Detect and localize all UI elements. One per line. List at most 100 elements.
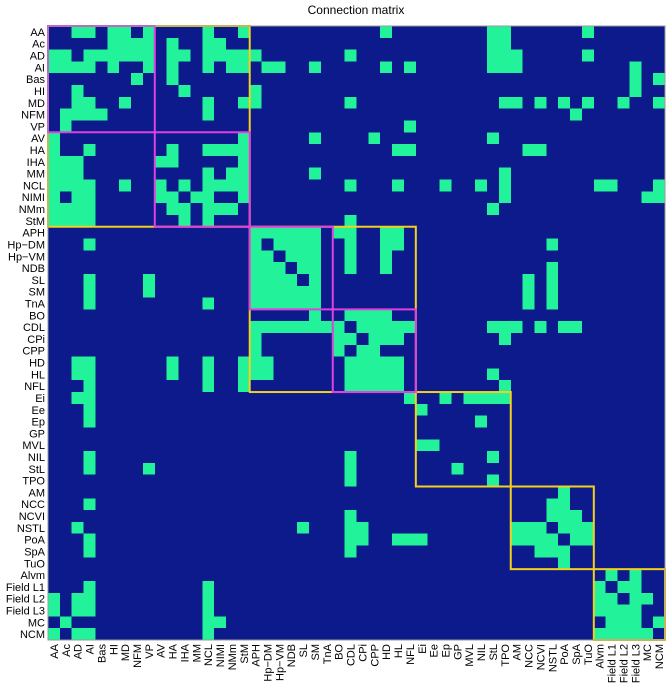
cell [297, 226, 310, 240]
cell [320, 545, 334, 558]
cell [581, 226, 595, 240]
cell [581, 262, 595, 275]
cell [332, 616, 346, 629]
cell [131, 273, 144, 287]
cell [285, 144, 298, 157]
cell [653, 203, 666, 216]
cell [154, 333, 168, 346]
cell [332, 474, 346, 487]
cell [522, 238, 535, 251]
cell [225, 108, 239, 121]
cell [487, 167, 500, 180]
cell [605, 214, 619, 228]
cell [427, 262, 441, 275]
cell [498, 96, 512, 110]
cell [487, 486, 500, 499]
cell [498, 285, 512, 299]
cell [225, 250, 239, 263]
cell [119, 616, 132, 629]
cell [214, 155, 227, 169]
cell [107, 203, 120, 216]
y-tick-label: Field L1 [6, 582, 45, 594]
cell [451, 604, 464, 617]
cell [190, 439, 203, 452]
cell [487, 592, 500, 606]
cell [95, 403, 108, 417]
cell [237, 179, 251, 192]
cell [71, 37, 85, 51]
cell [71, 203, 85, 216]
cell [297, 510, 310, 523]
cell [178, 451, 191, 464]
cell [475, 616, 488, 629]
cell [225, 214, 239, 228]
cell [368, 451, 381, 464]
cell [344, 132, 357, 145]
cell [605, 486, 619, 499]
cell [570, 96, 583, 110]
cell [154, 427, 168, 440]
cell [510, 533, 524, 547]
cell [653, 273, 666, 287]
cell [202, 120, 215, 133]
cell [261, 616, 274, 629]
cell [403, 108, 417, 121]
cell [119, 392, 132, 405]
cell [653, 392, 666, 405]
cell [297, 61, 310, 74]
cell [154, 26, 168, 39]
cell [617, 533, 630, 547]
cell [249, 85, 263, 98]
cell [285, 451, 298, 464]
cell [439, 179, 452, 192]
cell [522, 179, 535, 192]
cell [202, 96, 215, 110]
cell [593, 132, 607, 145]
cell [95, 250, 108, 263]
cell [593, 439, 607, 452]
cell [403, 521, 417, 535]
cell [273, 37, 286, 51]
cell [380, 167, 393, 180]
x-tick-label: Field L2 [618, 644, 630, 683]
cell [403, 356, 417, 369]
x-tick-label: SL [298, 644, 310, 657]
cell [119, 191, 132, 204]
cell [558, 521, 571, 535]
cell [285, 533, 298, 547]
cell [48, 545, 61, 558]
y-tick-label: NSTL [17, 523, 45, 535]
cell [178, 545, 191, 558]
cell [463, 521, 476, 535]
cell [71, 392, 85, 405]
cell [214, 226, 227, 240]
cell [653, 510, 666, 523]
cell [297, 203, 310, 216]
cell [83, 368, 96, 381]
cell [249, 96, 263, 110]
cell [320, 167, 334, 180]
cell [107, 557, 120, 570]
cell [297, 545, 310, 558]
cell [297, 462, 310, 476]
cell [261, 498, 274, 511]
cell [154, 344, 168, 358]
cell [498, 545, 512, 558]
cell [641, 167, 654, 180]
cell [605, 132, 619, 145]
cell [439, 37, 452, 51]
cell [593, 356, 607, 369]
x-tick-label: Hp−DM [263, 644, 275, 682]
cell [237, 203, 251, 216]
cell [510, 85, 524, 98]
cell [178, 344, 191, 358]
cell [142, 427, 156, 440]
cell [403, 510, 417, 523]
cell [131, 214, 144, 228]
cell [368, 285, 381, 299]
cell [403, 368, 417, 381]
cell [534, 26, 547, 39]
cell [403, 592, 417, 606]
cell [119, 37, 132, 51]
cell [166, 321, 180, 334]
